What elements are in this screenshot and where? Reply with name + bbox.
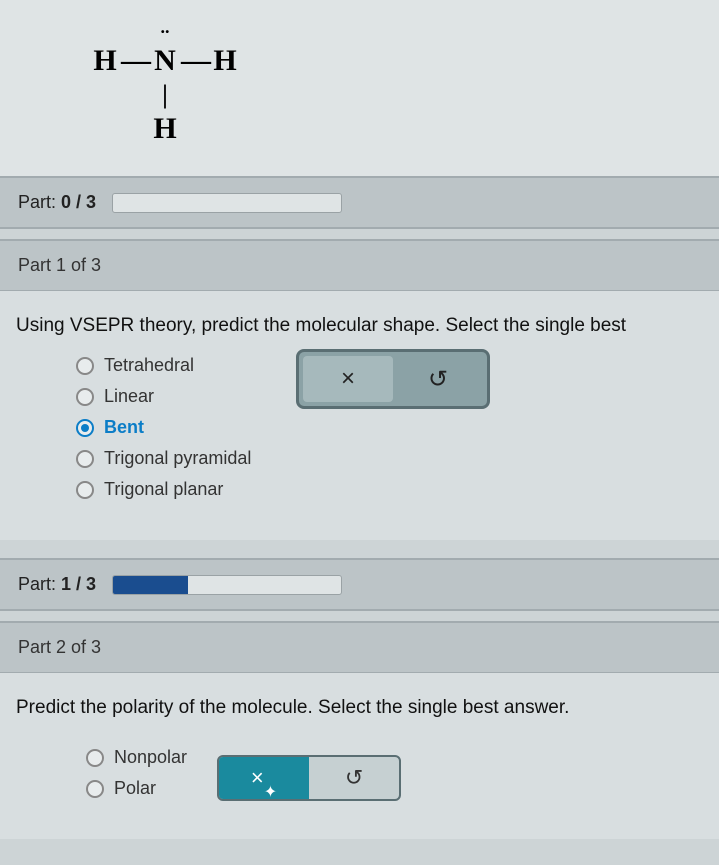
- option-label: Trigonal pyramidal: [104, 448, 251, 469]
- question-body-1: Using VSEPR theory, predict the molecula…: [0, 290, 719, 540]
- reset-icon[interactable]: ↺: [309, 757, 399, 799]
- option-nonpolar[interactable]: Nonpolar: [86, 747, 187, 768]
- progress-bar-1: [112, 193, 342, 213]
- option-label: Bent: [104, 417, 144, 438]
- radio[interactable]: [76, 419, 94, 437]
- radio[interactable]: [76, 481, 94, 499]
- atom-n: N: [150, 44, 180, 78]
- atom-h: H: [150, 112, 180, 146]
- question-text-1: Using VSEPR theory, predict the molecula…: [16, 315, 703, 337]
- progress-value: 1 / 3: [61, 574, 96, 594]
- progress-label: Part:: [18, 192, 61, 212]
- option-label: Nonpolar: [114, 747, 187, 768]
- radio[interactable]: [86, 749, 104, 767]
- option-label: Tetrahedral: [104, 355, 194, 376]
- option-bent[interactable]: Bent: [76, 417, 703, 438]
- feedback-box-2: × ✦ ↺: [217, 755, 401, 801]
- option-trigonal-planar[interactable]: Trigonal planar: [76, 479, 703, 500]
- option-trigonal-pyramidal[interactable]: Trigonal pyramidal: [76, 448, 703, 469]
- progress-header-1: Part: 0 / 3: [0, 176, 719, 229]
- bond: |: [150, 80, 180, 110]
- option-label: Linear: [104, 386, 154, 407]
- option-label: Polar: [114, 778, 156, 799]
- question-text-2: Predict the polarity of the molecule. Se…: [16, 697, 703, 719]
- progress-label: Part:: [18, 574, 61, 594]
- options-2: Nonpolar Polar: [16, 737, 187, 809]
- option-polar[interactable]: Polar: [86, 778, 187, 799]
- atom-h: H: [210, 44, 240, 78]
- progress-fill-2: [113, 576, 188, 594]
- question-body-2: Predict the polarity of the molecule. Se…: [0, 672, 719, 839]
- atom-h: H: [90, 44, 120, 78]
- radio[interactable]: [76, 357, 94, 375]
- radio[interactable]: [76, 450, 94, 468]
- progress-bar-2: [112, 575, 342, 595]
- progress-header-2: Part: 1 / 3: [0, 558, 719, 611]
- part-title-1: Part 1 of 3: [0, 239, 719, 290]
- wrong-icon[interactable]: ×: [303, 356, 393, 402]
- cursor-icon: ✦: [264, 782, 277, 802]
- bond: —: [180, 44, 210, 78]
- lewis-structure: .. H — N — H | H: [0, 0, 719, 176]
- wrong-icon[interactable]: × ✦: [219, 757, 309, 799]
- part-title-2: Part 2 of 3: [0, 621, 719, 672]
- option-label: Trigonal planar: [104, 479, 223, 500]
- progress-value: 0 / 3: [61, 192, 96, 212]
- feedback-box-1: × ↺: [296, 349, 490, 409]
- radio[interactable]: [86, 780, 104, 798]
- reset-icon[interactable]: ↺: [393, 356, 483, 402]
- radio[interactable]: [76, 388, 94, 406]
- bond: —: [120, 44, 150, 78]
- lone-pair-dots: ..: [150, 24, 180, 30]
